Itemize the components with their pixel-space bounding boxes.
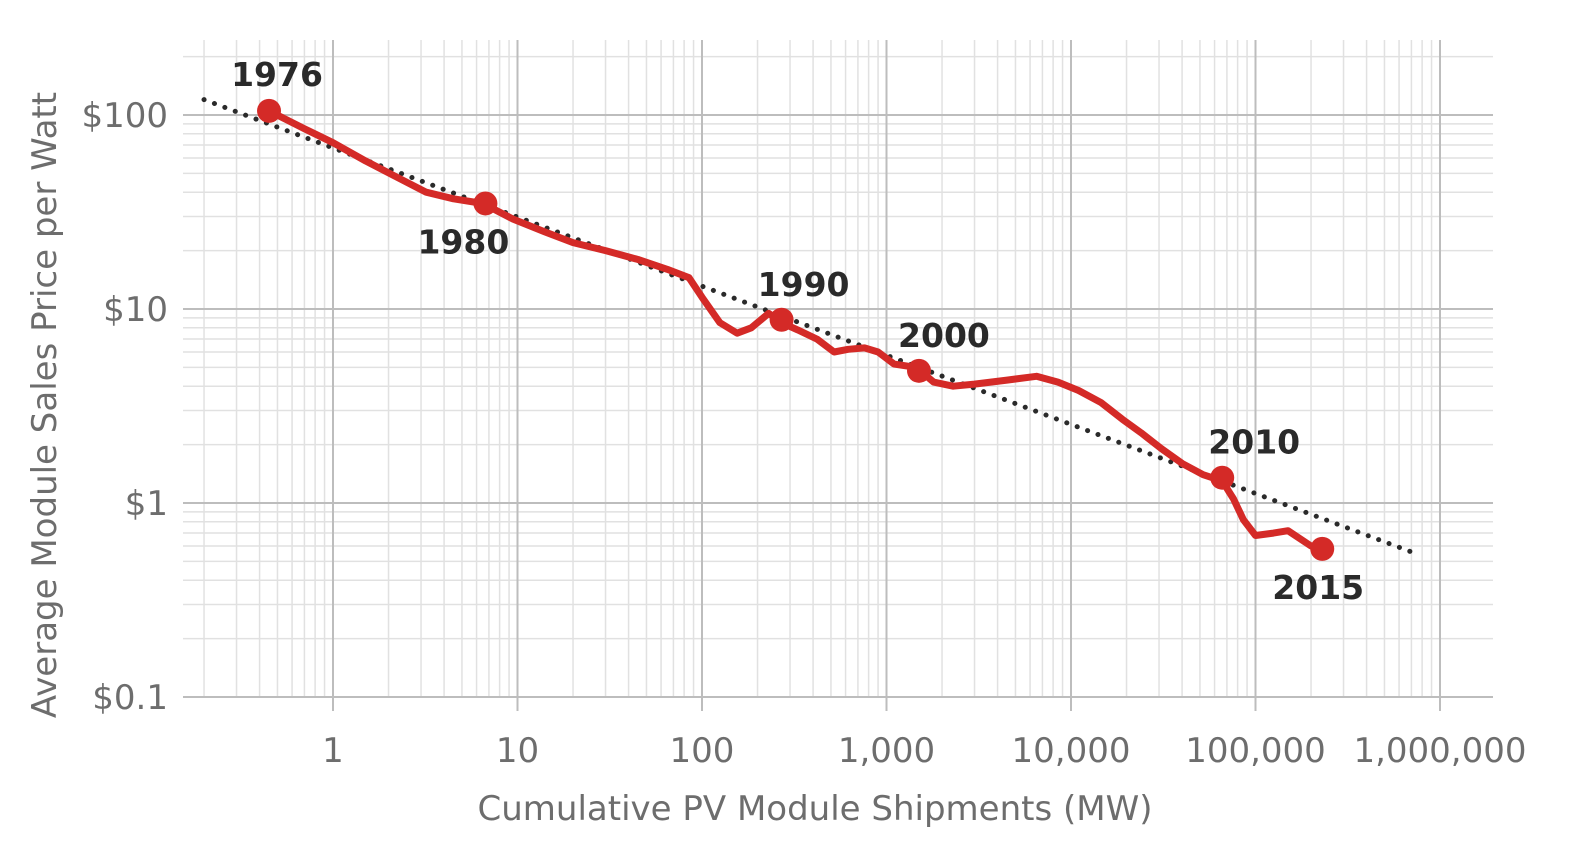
y-tick-label: $0.1 — [92, 678, 168, 718]
x-tick-label: 100 — [670, 731, 735, 771]
x-tick-label: 10 — [496, 731, 539, 771]
year-marker — [1310, 536, 1335, 561]
y-tick-label: $100 — [81, 96, 168, 136]
grid-minor — [183, 40, 1493, 697]
annotation-layer: 1976 1980 1990 2000 2010 2015 — [231, 55, 1364, 607]
year-marker — [473, 191, 498, 216]
x-tick-label: 1,000,000 — [1353, 731, 1526, 771]
x-tick-label: 100,000 — [1185, 731, 1326, 771]
series-layer — [201, 97, 1414, 555]
year-label: 1990 — [758, 265, 850, 304]
x-tick-label: 1 — [322, 731, 344, 771]
y-tick-label: $10 — [103, 290, 168, 330]
y-axis-title: Average Module Sales Price per Watt — [25, 92, 65, 718]
year-marker — [257, 98, 282, 123]
year-label: 2010 — [1208, 423, 1300, 462]
price-series-line — [265, 107, 1326, 553]
x-tick-labels: 1 10 100 1,000 10,000 100,000 1,000,000 — [322, 731, 1526, 771]
year-marker — [1210, 465, 1235, 490]
year-label: 1980 — [417, 222, 509, 261]
year-marker — [906, 358, 931, 383]
y-tick-label: $1 — [125, 484, 168, 524]
x-axis-title: Cumulative PV Module Shipments (MW) — [478, 789, 1153, 829]
x-tick-label: 10,000 — [1012, 731, 1131, 771]
x-tick-label: 1,000 — [838, 731, 935, 771]
grid-major — [183, 40, 1493, 711]
year-marker — [769, 307, 794, 332]
year-label: 2015 — [1272, 568, 1364, 607]
year-label: 1976 — [231, 55, 323, 94]
y-tick-labels: $0.1 $1 $10 $100 — [81, 96, 168, 718]
year-label: 2000 — [898, 316, 990, 355]
